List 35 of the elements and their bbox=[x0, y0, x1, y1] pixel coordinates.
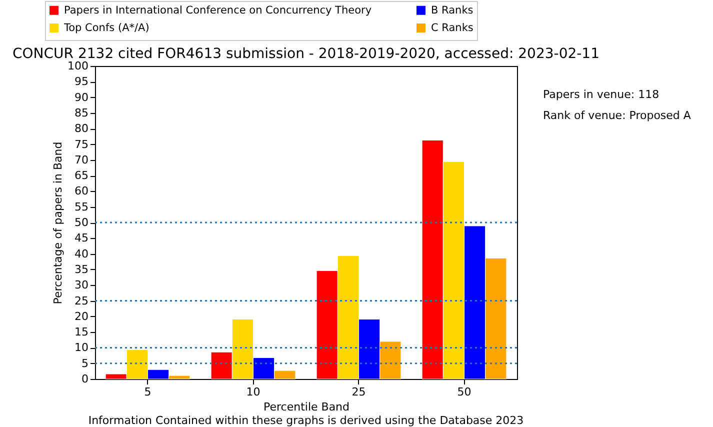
y-tick-label: 30 bbox=[74, 278, 88, 292]
y-tick-label: 65 bbox=[74, 169, 88, 182]
y-tick-label: 85 bbox=[74, 106, 88, 120]
y-axis-title: Percentage of papers in Band bbox=[52, 142, 65, 304]
x-tick-label: 50 bbox=[457, 386, 472, 398]
y-tick-label: 55 bbox=[74, 200, 88, 214]
text: Papers in venue: 118 bbox=[543, 88, 660, 101]
y-tick-label: 75 bbox=[74, 138, 88, 151]
y-tick-label: 80 bbox=[74, 122, 88, 136]
y-tick-label: 45 bbox=[74, 232, 88, 245]
legend-label: Papers in International Conference on Concurrency Theory bbox=[64, 4, 372, 16]
y-tick-label: 60 bbox=[74, 184, 88, 198]
x-tick-label: 25 bbox=[352, 386, 366, 398]
y-tick-label: 100 bbox=[68, 60, 88, 72]
y-tick-label: 10 bbox=[74, 341, 88, 354]
y-tick-label: 50 bbox=[74, 216, 88, 229]
text: Rank of venue: Proposed A bbox=[543, 109, 692, 122]
y-tick-label: 15 bbox=[74, 326, 88, 339]
y-tick-label: 90 bbox=[74, 90, 88, 104]
y-tick-label: 20 bbox=[74, 310, 88, 323]
y-tick-label: 70 bbox=[74, 153, 88, 166]
y-tick-label: 40 bbox=[74, 247, 88, 260]
y-tick-label: 5 bbox=[82, 356, 88, 370]
y-tick-label: 0 bbox=[82, 372, 88, 386]
y-tick-label: 25 bbox=[74, 294, 88, 308]
x-tick-label: 10 bbox=[246, 386, 260, 398]
text: Information Contained within these graphs is derived using the Database 2023 bbox=[88, 414, 524, 427]
y-tick-label: 35 bbox=[74, 262, 88, 276]
legend-label: B Ranks bbox=[431, 4, 474, 16]
x-tick-label: 5 bbox=[144, 386, 152, 398]
legend-label: Top Confs (A*/A) bbox=[63, 22, 150, 34]
y-tick-label: 95 bbox=[74, 75, 88, 88]
x-axis-title: Percentile Band bbox=[263, 400, 350, 414]
legend-label: C Ranks bbox=[431, 22, 474, 34]
chart-title: CONCUR 2132 cited FOR4613 submission - 2018-2019-2020, accessed: 2023-02-11 bbox=[12, 46, 600, 62]
